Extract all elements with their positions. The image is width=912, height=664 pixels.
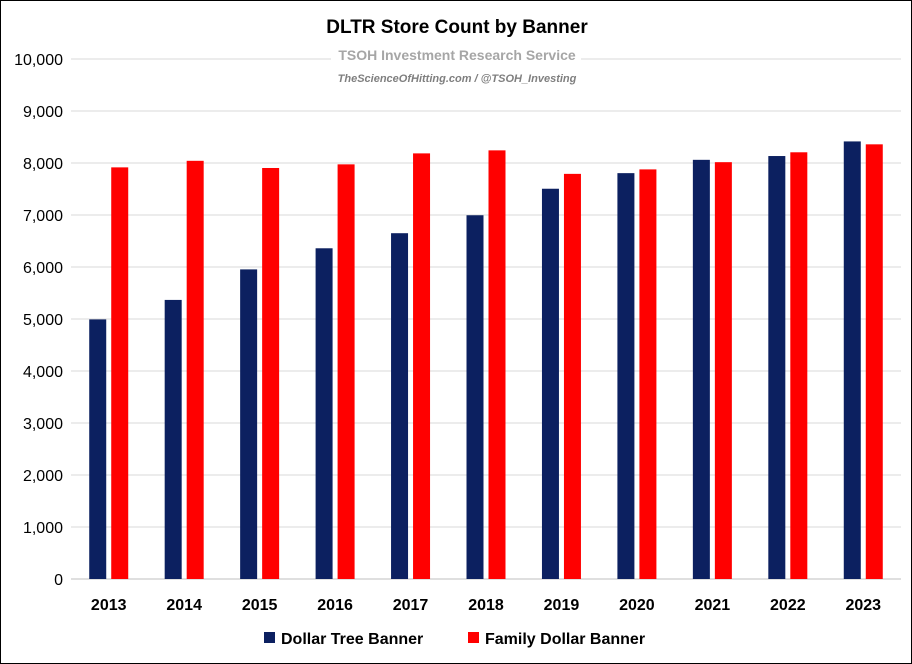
bar-family-dollar-2019 [563,173,581,580]
bars [89,141,883,580]
bar-dollar-tree-2022 [768,156,786,580]
bar-dollar-tree-2013 [89,319,107,579]
legend-swatch [264,632,275,643]
bar-dollar-tree-2021 [692,159,710,579]
x-axis: 2013 2014 2015 2016 2017 2018 2019 2020 2021 2022… [91,597,881,614]
bar-dollar-tree-2017 [391,233,409,579]
bar-dollar-tree-2019 [541,188,559,580]
x-tick-label: 2022 [770,597,806,614]
x-tick-label: 2020 [619,597,655,614]
y-tick-label: 1,000 [23,520,63,537]
bar-dollar-tree-2020 [617,173,635,579]
bar-family-dollar-2013 [111,167,129,580]
chart-subtitle: TSOH Investment Research Service [338,47,576,63]
bar-family-dollar-2018 [488,150,506,579]
bar-family-dollar-2023 [865,144,883,579]
bar-family-dollar-2021 [714,162,732,579]
y-tick-label: 9,000 [23,104,63,121]
gridlines [71,58,901,580]
y-tick-label: 5,000 [23,312,63,329]
bar-dollar-tree-2015 [240,269,258,579]
chart-source: TheScienceOfHitting.com / @TSOH_Investin… [338,73,577,85]
source-background [331,67,581,87]
bar-family-dollar-2014 [186,160,204,580]
x-tick-label: 2019 [544,597,580,614]
legend: Dollar Tree Banner Family Dollar Banner [264,631,645,648]
bar-family-dollar-2017 [413,153,431,579]
x-tick-label: 2018 [468,597,504,614]
y-tick-label: 7,000 [23,208,63,225]
x-tick-label: 2017 [393,597,429,614]
bar-dollar-tree-2023 [843,141,861,580]
bar-family-dollar-2020 [639,169,657,579]
bar-family-dollar-2022 [790,152,808,579]
x-tick-label: 2021 [695,597,731,614]
y-tick-label: 8,000 [23,156,63,173]
y-tick-label: 10,000 [14,52,63,69]
x-tick-label: 2014 [166,597,202,614]
y-tick-label: 6,000 [23,260,63,277]
x-tick-label: 2015 [242,597,278,614]
y-tick-label: 3,000 [23,416,63,433]
x-tick-label: 2023 [845,597,881,614]
y-axis: 0 1,000 2,000 3,000 4,000 5,000 6,000 7,000 8,00… [14,52,63,589]
bar-dollar-tree-2014 [164,299,182,579]
legend-label: Family Dollar Banner [485,631,645,648]
x-tick-label: 2016 [317,597,353,614]
y-tick-label: 2,000 [23,468,63,485]
bar-dollar-tree-2016 [315,248,333,579]
chart-title: DLTR Store Count by Banner [326,17,588,38]
legend-label: Dollar Tree Banner [281,631,423,648]
legend-swatch [468,632,479,643]
subtitle-background [331,44,581,66]
y-tick-label: 0 [54,572,63,589]
bar-family-dollar-2016 [337,164,355,580]
x-tick-label: 2013 [91,597,127,614]
bar-family-dollar-2015 [262,167,280,579]
y-tick-label: 4,000 [23,364,63,381]
bar-dollar-tree-2018 [466,215,484,579]
